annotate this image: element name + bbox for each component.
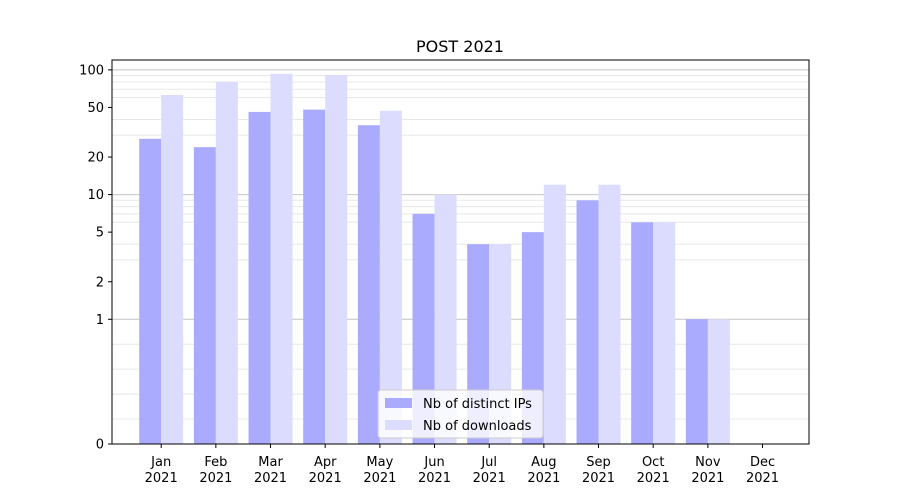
x-tick-label-month: Apr [314, 455, 337, 470]
legend-swatch-downloads [385, 420, 412, 430]
x-tick-label-year: 2021 [637, 471, 670, 486]
bar-distinct-ips-jan [139, 138, 162, 444]
x-tick-label-month: Jan [150, 455, 171, 470]
x-tick-label-month: Nov [695, 455, 721, 470]
bar-distinct-ips-sep [576, 200, 599, 444]
x-tick-label-year: 2021 [746, 471, 779, 486]
x-tick-label-month: Oct [642, 455, 664, 470]
y-tick-label: 1 [96, 313, 104, 328]
bar-downloads-jun [434, 194, 457, 444]
y-tick-label: 10 [87, 188, 104, 203]
y-tick-label: 5 [96, 226, 104, 241]
x-tick-label-month: Jul [480, 455, 497, 470]
bar-distinct-ips-mar [248, 111, 271, 445]
x-tick-label-month: Feb [204, 455, 227, 470]
bar-downloads-sep [598, 184, 621, 444]
legend-swatch-distinct-ips [385, 398, 412, 408]
bar-downloads-aug [543, 184, 566, 444]
plot-frame [111, 59, 810, 445]
legend-label-downloads: Nb of downloads [423, 419, 532, 434]
y-tick-label: 2 [96, 275, 104, 290]
bar-downloads-feb [215, 81, 238, 444]
x-tick-label-year: 2021 [582, 471, 615, 486]
bar-distinct-ips-may [357, 125, 380, 445]
x-tick-label-month: Sep [586, 455, 611, 470]
x-tick-label-year: 2021 [254, 471, 287, 486]
chart-title: POST 2021 [416, 37, 504, 56]
bar-distinct-ips-oct [631, 222, 654, 444]
x-tick-label-year: 2021 [691, 471, 724, 486]
y-tick-label: 20 [87, 151, 104, 166]
legend: Nb of distinct IPs Nb of downloads [377, 389, 544, 439]
bar-distinct-ips-nov [685, 319, 708, 444]
x-tick-label-month: Mar [258, 455, 283, 470]
y-tick-label: 100 [79, 63, 104, 78]
x-tick-label-year: 2021 [199, 471, 232, 486]
x-tick-label-month: Aug [531, 455, 556, 470]
x-tick-label-year: 2021 [527, 471, 560, 486]
bar-downloads-apr [325, 74, 348, 445]
x-tick-label-year: 2021 [363, 471, 396, 486]
x-axis-ticks: Jan2021Feb2021Mar2021Apr2021May2021Jun20… [145, 444, 779, 486]
bar-downloads-oct [653, 222, 676, 444]
bar-downloads-mar [270, 73, 293, 444]
x-tick-label-month: Jun [423, 455, 444, 470]
bar-downloads-jan [161, 94, 184, 445]
y-axis-ticks: 0 1 2 5 10 20 50 100 [79, 63, 112, 453]
y-tick-label: 0 [96, 438, 104, 453]
y-tick-label: 50 [87, 101, 104, 116]
legend-label-distinct-ips: Nb of distinct IPs [423, 397, 532, 412]
bars [139, 73, 730, 445]
bar-distinct-ips-apr [303, 109, 326, 444]
x-tick-label-month: Dec [750, 455, 775, 470]
bar-distinct-ips-feb [193, 147, 216, 444]
x-tick-label-year: 2021 [309, 471, 342, 486]
x-tick-label-month: May [366, 455, 393, 470]
x-tick-label-year: 2021 [473, 471, 506, 486]
x-tick-label-year: 2021 [145, 471, 178, 486]
x-tick-label-year: 2021 [418, 471, 451, 486]
bar-distinct-ips-jun [412, 213, 435, 444]
legend-frame [377, 389, 544, 439]
bar-downloads-nov [707, 319, 730, 444]
bar-downloads-may [379, 110, 402, 444]
